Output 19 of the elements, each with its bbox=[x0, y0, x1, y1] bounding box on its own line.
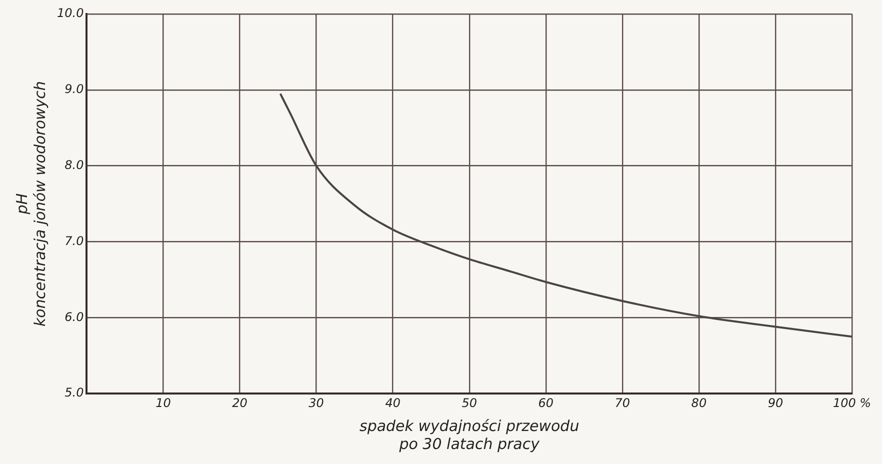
y-tick-label: 10.0 bbox=[57, 6, 84, 20]
y-tick-label: 8.0 bbox=[64, 158, 84, 172]
y-tick-label: 9.0 bbox=[64, 82, 84, 96]
x-tick-label: 100 % bbox=[832, 396, 872, 410]
x-tick-label: 40 bbox=[385, 396, 401, 410]
x-tick-label: 60 bbox=[538, 396, 554, 410]
y-tick-label: 7.0 bbox=[64, 234, 84, 248]
x-tick-label: 10 bbox=[156, 396, 172, 410]
y-axis-title: pH koncentracja jonów wodorowych bbox=[12, 81, 49, 327]
x-tick-label: 70 bbox=[614, 396, 630, 410]
x-tick-label: 80 bbox=[691, 396, 707, 410]
x-tick-label: 30 bbox=[308, 396, 324, 410]
line-series bbox=[279, 92, 852, 338]
y-tick-label: 6.0 bbox=[64, 310, 84, 324]
x-tick-label: 20 bbox=[232, 396, 248, 410]
x-axis-title: spadek wydajności przewodu po 30 latach pracy bbox=[360, 416, 580, 453]
x-tick-label: 50 bbox=[462, 396, 478, 410]
x-tick-label: 90 bbox=[768, 396, 784, 410]
y-tick-label: 5.0 bbox=[64, 386, 84, 400]
